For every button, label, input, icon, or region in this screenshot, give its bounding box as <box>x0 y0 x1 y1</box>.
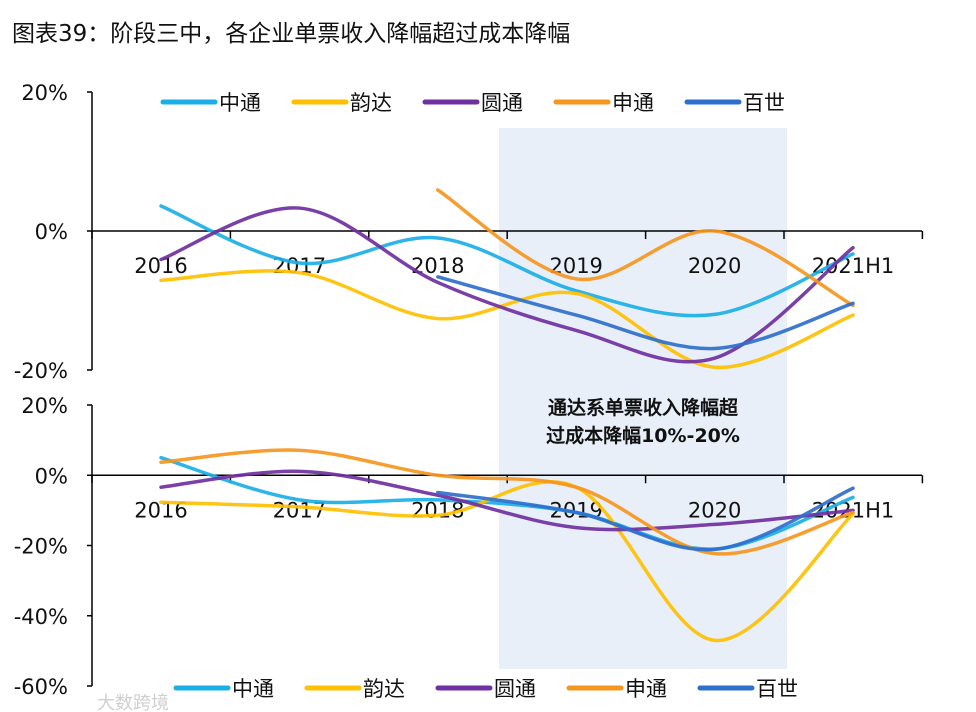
series-line-4 <box>436 188 855 308</box>
y-tick-label: -60% <box>14 675 68 699</box>
panel-1: 20%0%-20%2016 2017 2018 2019 2020 2021H1中通 韵达圆… <box>14 81 924 383</box>
y-tick-label: 0% <box>35 464 68 488</box>
chart-title: 图表39：阶段三中，各企业单票收入降幅超过成本降幅 <box>12 21 571 47</box>
y-tick-label: 20% <box>21 394 68 418</box>
y-tick-label: 0% <box>35 220 68 244</box>
series-line-3 <box>159 469 855 532</box>
series-line-4 <box>159 448 855 556</box>
legend-label: 中通 <box>232 677 274 701</box>
annotation-text: 通达系单票收入降幅超 <box>548 396 739 419</box>
x-tick-label: 2016 <box>134 254 187 278</box>
legend-label: 中通 <box>219 91 261 115</box>
legend-label: 圆通 <box>481 91 523 115</box>
watermark: 大数跨境 <box>97 693 169 712</box>
y-tick-label: 20% <box>21 81 68 105</box>
series-line-5 <box>436 275 855 351</box>
legend-label: 韵达 <box>350 91 392 115</box>
x-tick-label: 2020 <box>688 254 741 278</box>
y-tick-label: -40% <box>14 605 68 629</box>
series-line-1 <box>159 204 855 318</box>
legend-label: 百世 <box>756 677 798 701</box>
y-tick-label: -20% <box>14 359 68 383</box>
legend-label: 圆通 <box>494 677 536 701</box>
x-tick-label: 2020 <box>688 498 741 522</box>
annotation-text: 过成本降幅10%-20% <box>546 424 740 447</box>
highlight-band <box>499 128 787 669</box>
legend-label: 申通 <box>612 91 654 115</box>
y-tick-label: -20% <box>14 535 68 559</box>
legend-label: 百世 <box>743 91 785 115</box>
series-line-5 <box>436 486 855 552</box>
legend-label: 申通 <box>625 677 667 701</box>
legend-label: 韵达 <box>363 677 405 701</box>
panel-2: 20%0%-20%-40%-60%2016 2017 2018 2019 2020 202… <box>14 394 924 701</box>
